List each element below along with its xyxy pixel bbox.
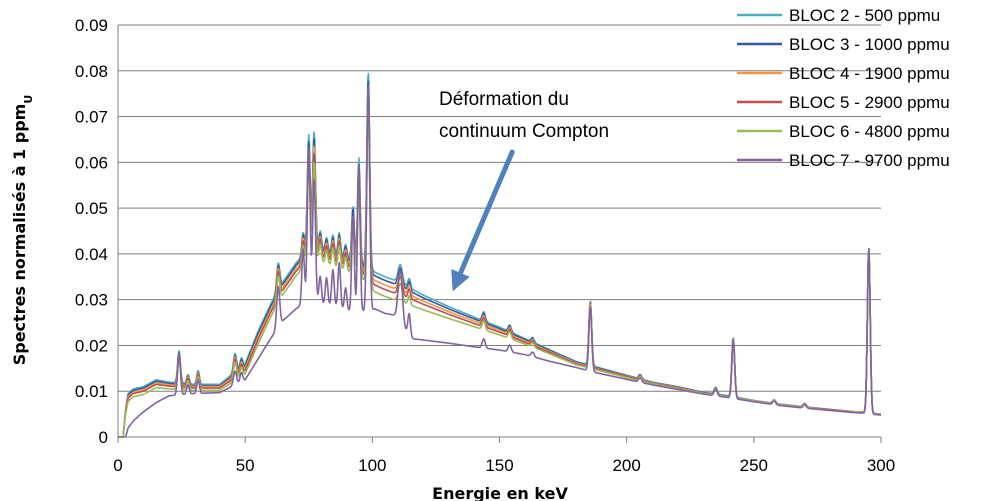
x-tick-label: 250 (740, 456, 768, 475)
y-axis-title-subscript: U (22, 95, 35, 104)
annotation: Déformation du continuum Compton (439, 89, 609, 292)
y-tick-label: 0 (99, 428, 108, 447)
y-tick-label: 0.01 (75, 382, 108, 401)
legend: BLOC 2 - 500 ppmu BLOC 3 - 1000 ppmu BLOC … (737, 6, 950, 170)
y-axis-title-main: Spectres normalisés à 1 ppm (10, 104, 29, 366)
legend-label: BLOC 3 - 1000 ppmu (789, 35, 950, 54)
legend-label: BLOC 7 - 9700 ppmu (789, 151, 950, 170)
legend-label: BLOC 2 - 500 ppmu (789, 6, 940, 25)
y-tick-label: 0.09 (75, 16, 108, 35)
annotation-arrow-shaft (456, 149, 515, 280)
legend-label: BLOC 6 - 4800 ppmu (789, 122, 950, 141)
y-tick-label: 0.08 (75, 62, 108, 81)
y-tick-label: 0.05 (75, 199, 108, 218)
y-tick-label: 0.04 (75, 245, 108, 264)
y-tick-label: 0.02 (75, 336, 108, 355)
legend-label: BLOC 4 - 1900 ppmu (789, 64, 950, 83)
annotation-arrow-head (451, 269, 470, 292)
x-tick-label: 200 (612, 456, 640, 475)
x-tick-label: 0 (113, 456, 122, 475)
y-tick-label: 0.03 (75, 291, 108, 310)
x-tick-label: 300 (867, 456, 895, 475)
series-line-6 (117, 85, 882, 438)
series-line-4 (117, 98, 882, 438)
x-tick-label: 50 (236, 456, 255, 475)
x-axis-title: Energie en keV (432, 484, 568, 501)
annotation-line-2: continuum Compton (439, 121, 609, 142)
y-axis-title: Spectres normalisés à 1 ppmU (10, 95, 35, 366)
x-axis-ticks: 0 50 100 150 200 250 300 (113, 437, 895, 475)
y-tick-label: 0.06 (75, 153, 108, 172)
legend-label: BLOC 5 - 2900 ppmu (789, 93, 950, 112)
series-lines (117, 72, 882, 438)
y-axis-ticks: 0 0.01 0.02 0.03 0.04 0.05 0.06 0.07 0.08 0.09 (75, 16, 108, 447)
y-tick-label: 0.07 (75, 108, 108, 127)
x-tick-label: 100 (358, 456, 386, 475)
gridlines (118, 24, 881, 392)
annotation-line-1: Déformation du (439, 89, 569, 110)
x-tick-label: 150 (485, 456, 513, 475)
